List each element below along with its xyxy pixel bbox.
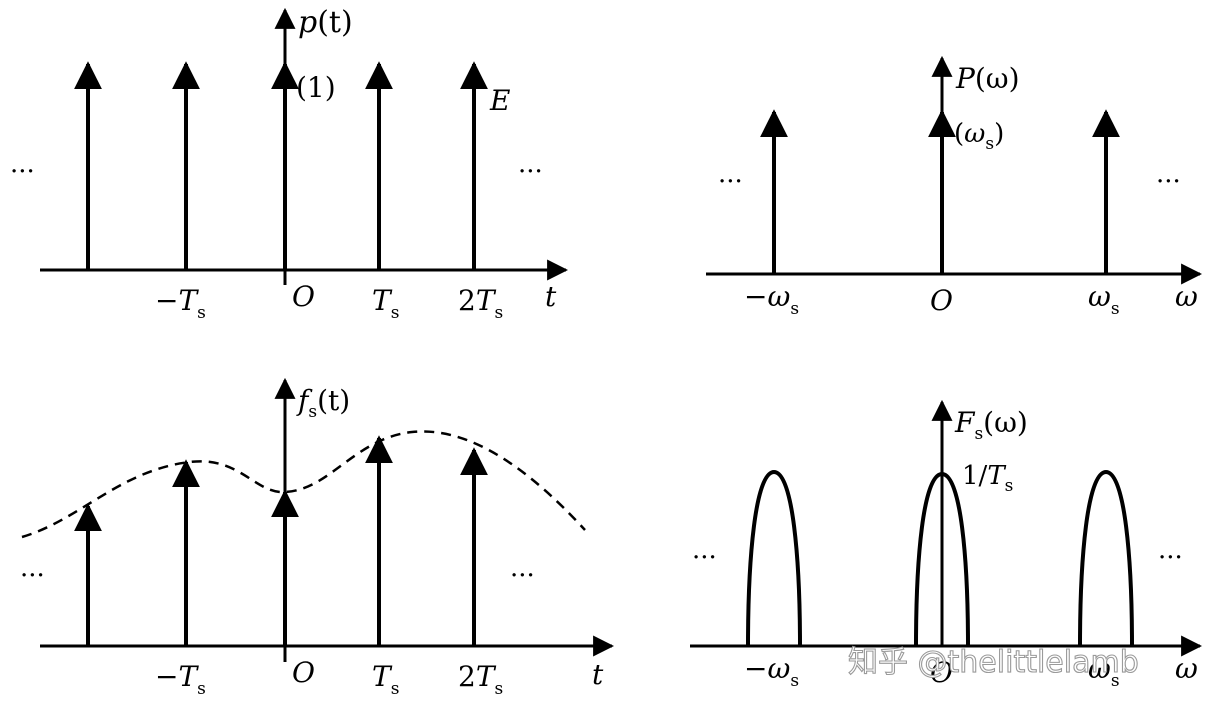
- envelope-curve: [21, 430, 586, 539]
- ellipsis-right: ···: [510, 561, 535, 591]
- tick-Ts: Ts: [372, 660, 399, 699]
- ellipsis-left: ···: [692, 543, 717, 573]
- amplitude-label: E: [489, 84, 510, 117]
- fs-t-label: fs(t): [296, 384, 350, 422]
- ellipsis-right: ···: [1158, 543, 1183, 573]
- impulse-weight-ws-label: (ωs): [954, 119, 1004, 154]
- Fs-omega-label: Fs(ω): [954, 406, 1028, 444]
- tick-minus-ws: −ωs: [744, 652, 799, 691]
- ellipsis-left: ···: [718, 167, 743, 197]
- tick-origin: O: [930, 284, 953, 317]
- watermark-text: 知乎 @thelittlelamb: [848, 645, 1139, 680]
- omega-axis-label: ω: [1175, 652, 1198, 685]
- omega-axis-label: ω: [1175, 280, 1198, 313]
- tick-2Ts: 2Ts: [458, 284, 503, 323]
- ellipsis-right: ···: [1156, 167, 1181, 197]
- tick-minus-Ts: −Ts: [155, 284, 206, 323]
- tick-minus-ws: −ωs: [744, 280, 799, 319]
- peak-label: 1/Ts: [962, 461, 1013, 496]
- tick-origin: O: [292, 656, 315, 689]
- tick-Ts: Ts: [372, 284, 399, 323]
- panel-fs-t: fs(t) ··· ··· −Ts O Ts 2Ts t: [20, 377, 615, 699]
- P-omega-label: P(ω): [955, 62, 1020, 95]
- panel-p-t: p(t) (1) E ··· ··· −Ts O Ts 2Ts t: [10, 5, 569, 323]
- impulse-weight-label: (1): [296, 71, 336, 104]
- ellipsis-left: ···: [20, 561, 45, 591]
- tick-ws: ωs: [1088, 280, 1120, 319]
- spectrum-lobe-right: [1078, 469, 1134, 647]
- tick-2Ts: 2Ts: [458, 660, 503, 699]
- tick-origin: O: [292, 280, 315, 313]
- ellipsis-right: ···: [518, 157, 543, 187]
- tick-minus-Ts: −Ts: [155, 660, 206, 699]
- ellipsis-left: ···: [10, 157, 35, 187]
- p-t-label: p(t): [298, 5, 353, 40]
- spectrum-lobe-center: [914, 471, 970, 647]
- tick-origin: O: [930, 656, 953, 689]
- tick-ws: ωs: [1088, 652, 1120, 691]
- t-axis-label: t: [592, 658, 604, 691]
- panel-P-omega: P(ω) (ωs) ··· ··· −ωs O ωs ω: [706, 55, 1203, 319]
- t-axis-label: t: [545, 280, 557, 313]
- panel-Fs-omega: Fs(ω) 1/Ts ··· ··· −ωs O ωs ω: [690, 399, 1203, 691]
- spectrum-lobe-left: [746, 469, 802, 647]
